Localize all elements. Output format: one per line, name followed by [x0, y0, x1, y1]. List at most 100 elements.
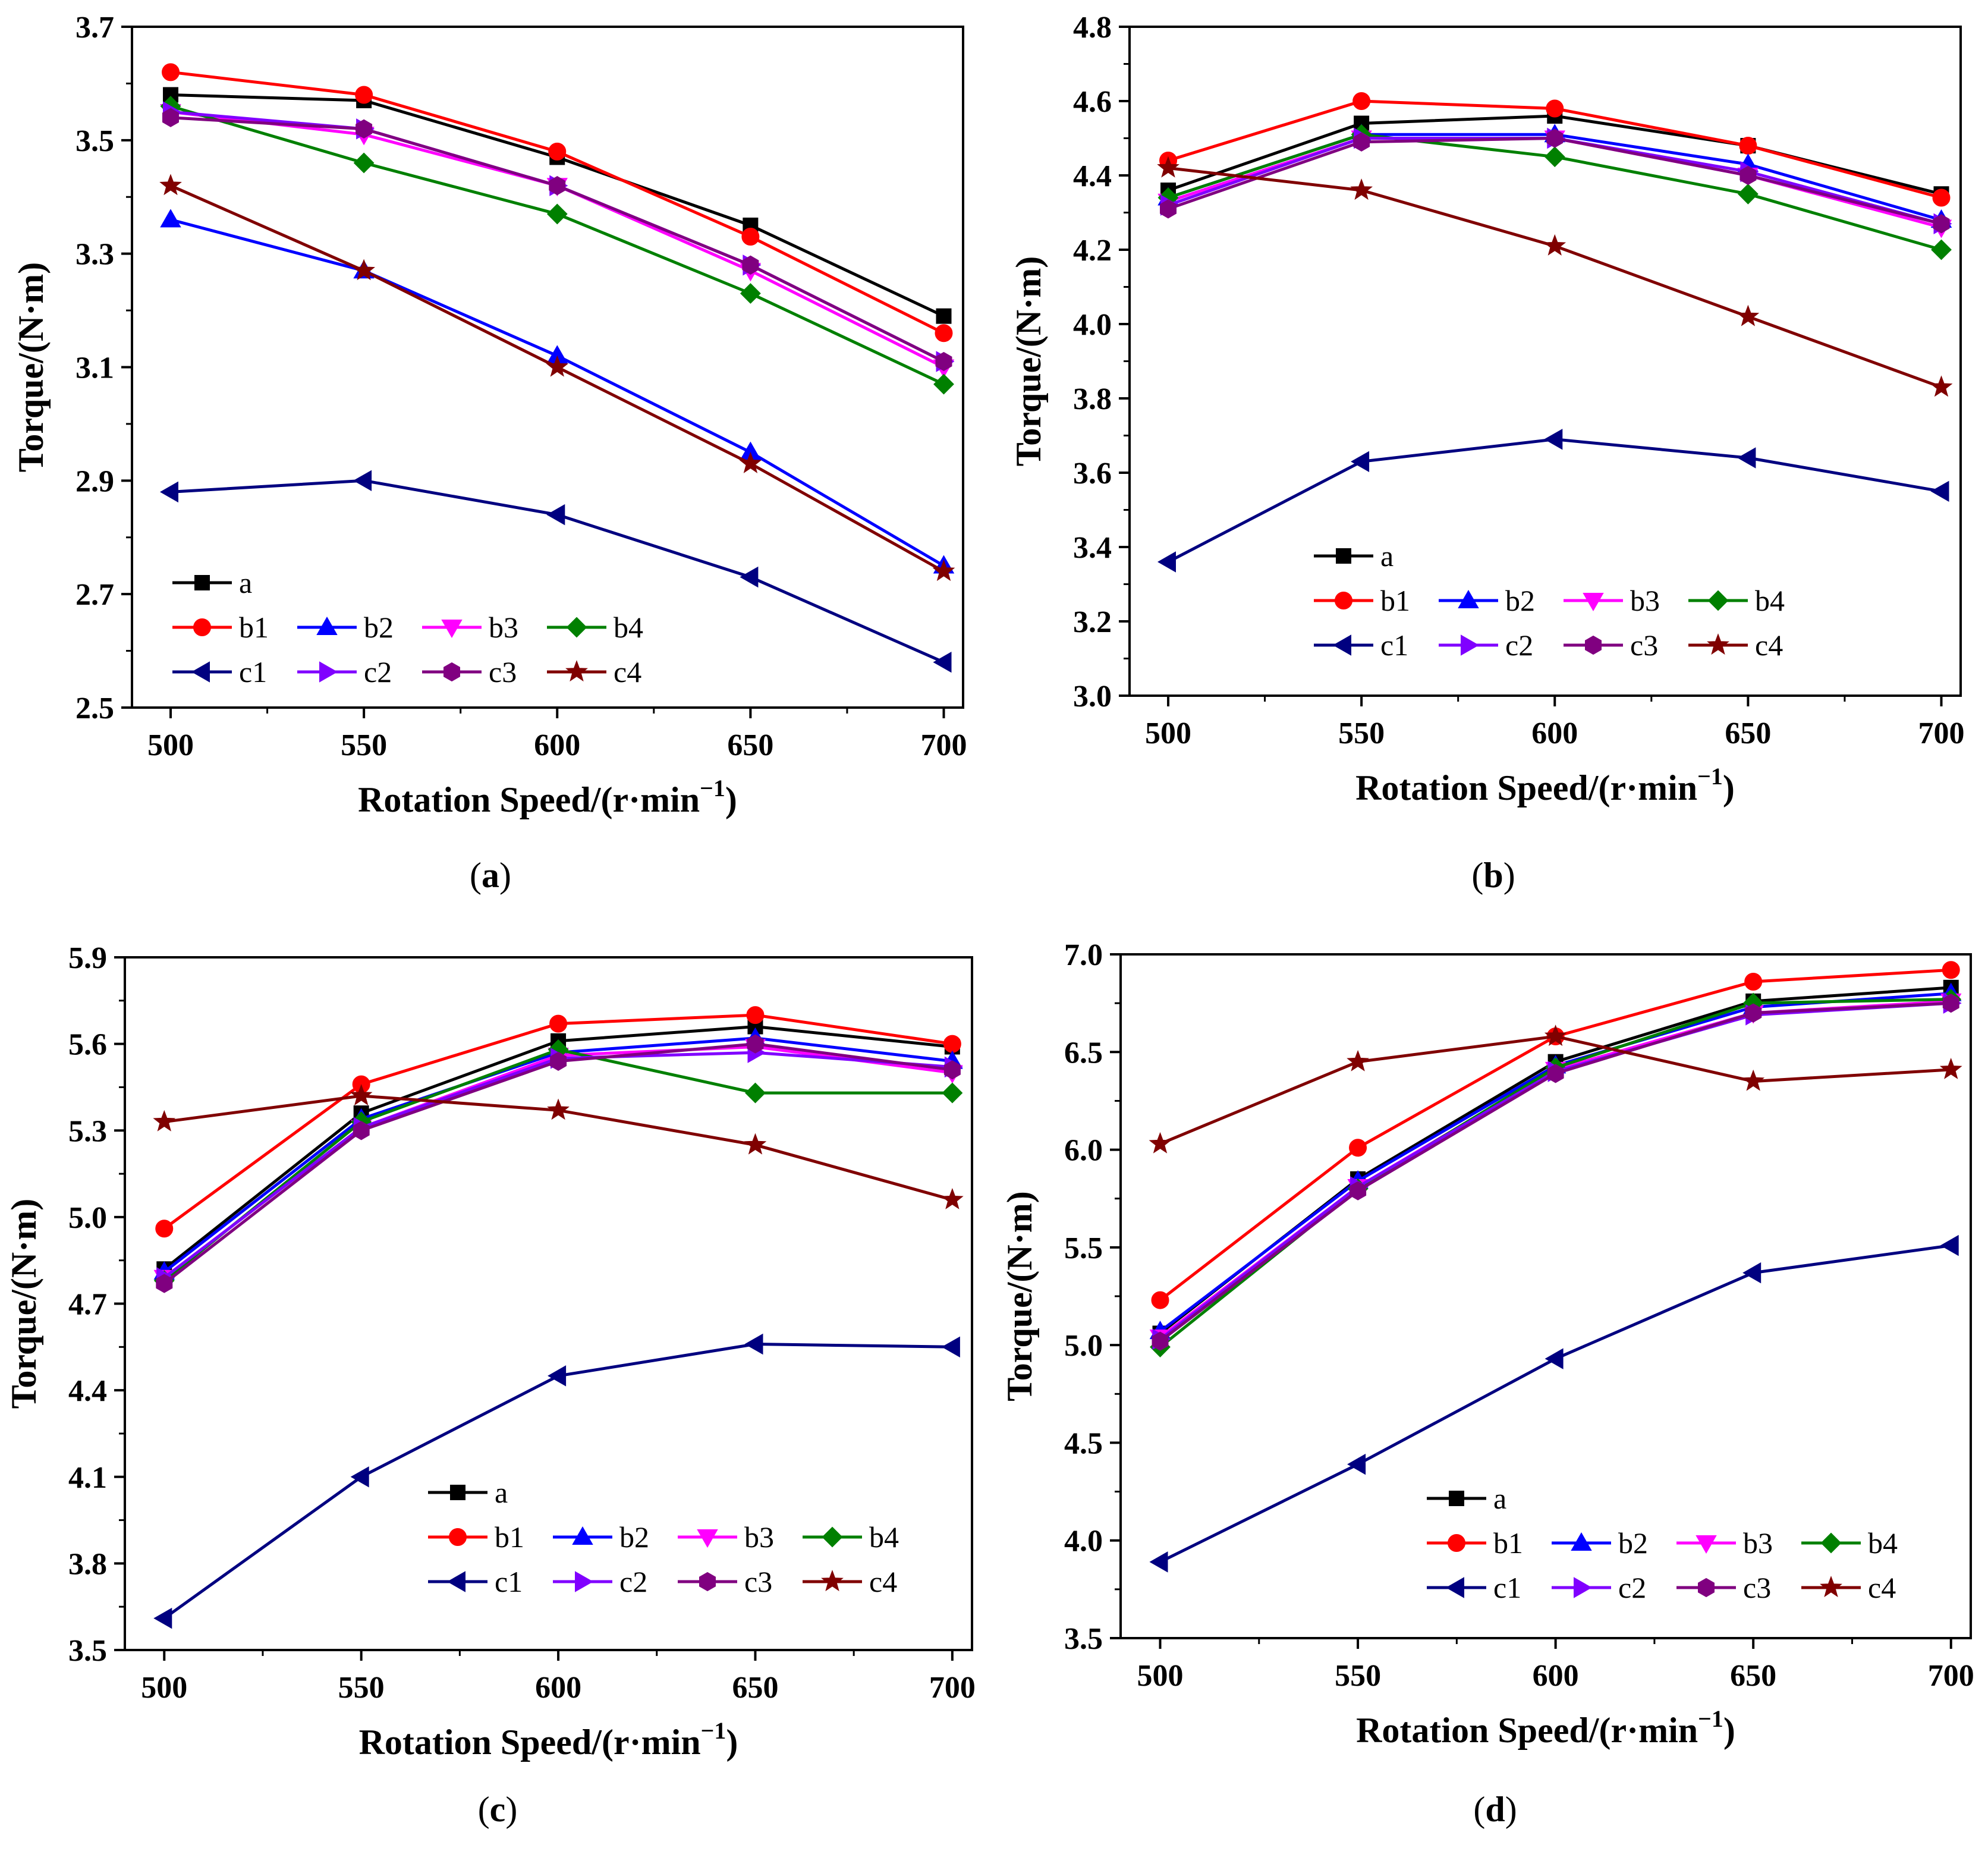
data-point-c4 [1157, 156, 1179, 178]
data-point-b1 [1744, 973, 1763, 991]
legend-marker-c1 [446, 1571, 465, 1592]
x-tick-label: 550 [338, 1671, 385, 1705]
data-point-c1 [1930, 480, 1949, 502]
y-tick-label: 4.8 [1073, 11, 1112, 45]
caption-open: ( [1473, 1790, 1485, 1829]
y-axis-title: Torque/(N·m) [4, 1199, 43, 1409]
x-axis-title-superscript: −1 [701, 1717, 726, 1744]
y-tick-label: 7.0 [1064, 938, 1103, 972]
data-point-b4 [1931, 239, 1952, 260]
data-point-c3 [747, 1034, 764, 1054]
y-tick-label: 4.7 [68, 1288, 107, 1322]
legend-label-b3: b3 [489, 611, 518, 644]
legend-label-c4: c4 [614, 655, 641, 689]
data-point-c3 [1942, 993, 1959, 1013]
legend-label-b3: b3 [744, 1520, 774, 1554]
data-point-c1 [153, 1607, 172, 1629]
y-tick-label: 3.5 [1064, 1622, 1103, 1656]
legend-marker-c1 [1445, 1577, 1464, 1598]
legend-marker-b4 [1820, 1532, 1842, 1554]
data-point-c4 [350, 1084, 373, 1106]
legend-label-b4: b4 [869, 1520, 899, 1554]
legend-label-c1: c1 [1380, 628, 1408, 662]
data-point-c1 [1157, 551, 1176, 573]
data-point-c1 [1742, 1262, 1761, 1284]
x-tick-label: 600 [1531, 716, 1578, 750]
y-tick-label: 3.0 [1073, 680, 1112, 714]
y-tick-label: 2.7 [76, 578, 114, 612]
legend: a b1 b2 b3 b4 c1 c2 c3 c4 [172, 566, 643, 689]
data-point-c4 [1543, 234, 1567, 256]
legend-marker-b4 [566, 617, 587, 638]
legend-label-c2: c2 [364, 655, 392, 689]
legend-marker-c1 [191, 661, 210, 683]
panel-a: 500 550 600 650 700 2.5 2.7 2.9 3.1 3.3 3.5 3.7 Rota… [11, 11, 967, 895]
legend-marker-c3 [1585, 635, 1602, 655]
data-point-b4 [942, 1082, 963, 1104]
data-point-b1 [935, 324, 953, 342]
data-point-c4 [1544, 1025, 1567, 1047]
caption-close: ) [1505, 1790, 1517, 1829]
data-point-b1 [741, 228, 760, 246]
x-tick-label: 700 [1918, 716, 1964, 750]
legend-label-b2: b2 [1505, 584, 1535, 617]
y-tick-label: 5.9 [68, 941, 107, 975]
y-tick-label: 4.4 [1073, 159, 1112, 193]
data-point-c3 [742, 255, 759, 275]
x-axis-title-superscript: −1 [700, 775, 725, 802]
legend-label-c3: c3 [1743, 1571, 1771, 1604]
data-point-c3 [162, 108, 179, 127]
legend-label-b2: b2 [619, 1520, 649, 1554]
data-point-b1 [1349, 1139, 1367, 1157]
legend-marker-b3 [1583, 593, 1604, 612]
x-tick-label: 650 [1730, 1659, 1776, 1693]
panel-caption: (a) [470, 856, 511, 895]
caption-close: ) [505, 1790, 517, 1829]
data-point-b4 [740, 283, 761, 304]
x-tick-label: 700 [920, 728, 967, 762]
x-tick-label: 500 [141, 1671, 187, 1705]
y-tick-label: 3.7 [76, 11, 114, 45]
y-tick-label: 3.6 [1073, 457, 1112, 491]
data-point-c1 [933, 651, 952, 673]
caption-open: ( [470, 856, 482, 895]
legend-marker-c3 [699, 1572, 716, 1592]
panel-caption: (d) [1473, 1790, 1517, 1829]
legend-marker-b3 [1696, 1535, 1717, 1554]
legend-label-b1: b1 [1380, 584, 1410, 617]
y-tick-label: 6.0 [1064, 1134, 1103, 1168]
y-tick-label: 3.8 [68, 1547, 107, 1581]
data-point-a [936, 308, 952, 324]
data-point-c3 [1933, 214, 1950, 234]
data-point-c3 [156, 1274, 173, 1293]
y-tick-label: 4.5 [1064, 1426, 1103, 1460]
y-tick-label: 2.5 [76, 692, 114, 725]
data-point-c4 [1939, 1058, 1962, 1079]
legend-label-c1: c1 [1493, 1571, 1521, 1604]
legend-label-c4: c4 [1868, 1571, 1896, 1604]
x-tick-label: 500 [1137, 1659, 1184, 1693]
y-tick-label: 3.3 [76, 238, 114, 272]
data-point-c1 [1940, 1234, 1959, 1256]
data-point-c1 [1347, 1453, 1366, 1475]
data-point-b1 [1546, 99, 1564, 118]
x-tick-label: 550 [1335, 1659, 1381, 1693]
y-tick-label: 4.0 [1073, 308, 1112, 342]
legend-marker-c2 [1574, 1577, 1593, 1598]
data-point-c3 [1547, 1064, 1564, 1083]
caption-letter: d [1485, 1790, 1505, 1829]
caption-close: ) [499, 856, 511, 895]
x-axis-title-close: ) [1723, 1711, 1735, 1750]
y-tick-label: 3.2 [1073, 605, 1112, 639]
legend-marker-b3 [441, 620, 463, 639]
legend-label-c3: c3 [744, 1565, 772, 1598]
legend: a b1 b2 b3 b4 c1 c2 c3 c4 [1427, 1482, 1898, 1604]
legend-label-b2: b2 [1618, 1526, 1648, 1560]
legend-label-b4: b4 [614, 611, 643, 644]
data-point-b4 [1544, 146, 1565, 168]
legend-marker-a [450, 1485, 465, 1500]
data-point-c3 [549, 176, 566, 196]
data-point-c3 [1740, 165, 1757, 186]
x-axis-title-close: ) [1723, 768, 1735, 807]
x-tick-label: 650 [732, 1671, 778, 1705]
